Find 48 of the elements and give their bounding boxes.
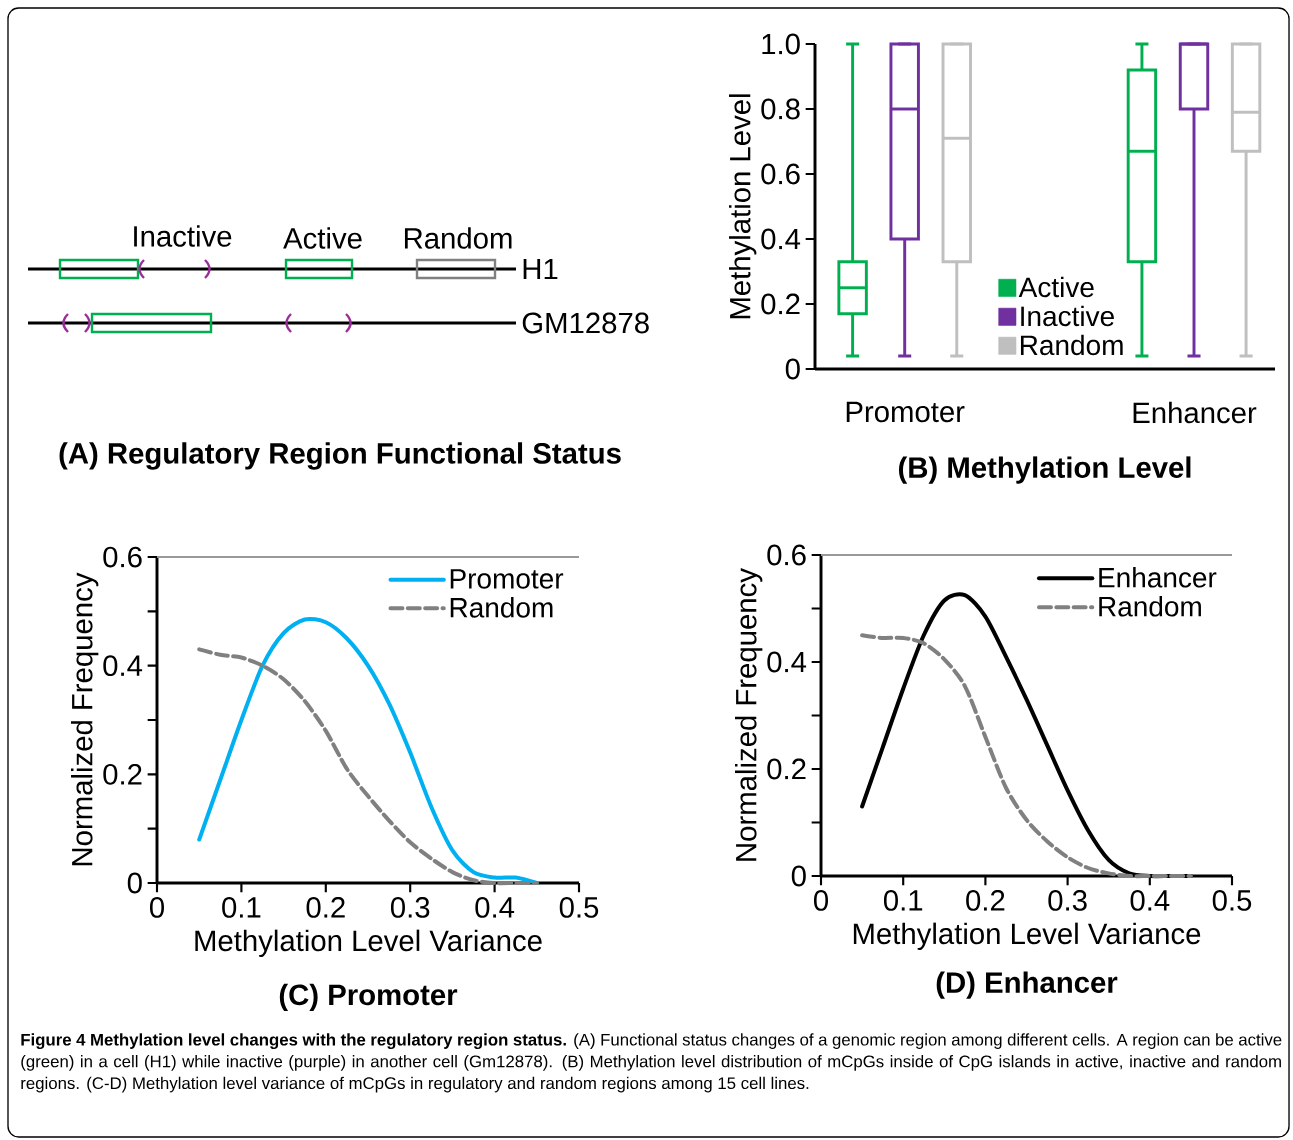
legend-label: Random: [1099, 596, 1201, 617]
text: (C) Promoter: [279, 983, 458, 1012]
x-tick-label: 0.4: [1130, 890, 1170, 911]
legend-label: Random: [1020, 334, 1123, 356]
legend-label: Promoter: [450, 569, 564, 589]
y-tick-label: 0: [127, 872, 142, 894]
y-tick-label: 0.6: [103, 546, 142, 568]
x-axis-title: Methylation Level Variance: [195, 929, 542, 957]
text: Active: [283, 227, 362, 249]
x-tick-label: 0: [814, 890, 829, 911]
y-axis-title: Normalized Frequency: [735, 568, 763, 861]
text: Random: [404, 227, 512, 249]
text: H1: [523, 258, 558, 280]
y-tick-label: 0.6: [767, 544, 806, 566]
text: (D) Enhancer: [936, 971, 1118, 999]
y-tick-label: 0.4: [767, 651, 807, 673]
text: (B) Methylation Level: [898, 456, 1191, 484]
y-tick-label: 0.2: [767, 758, 806, 780]
x-tick-label: 0.5: [1212, 890, 1252, 911]
x-tick-label: 0.3: [1048, 890, 1087, 911]
x-tick-label: 0.4: [475, 897, 515, 918]
x-tick-label: 0: [149, 897, 164, 918]
x-tick-label: 0.2: [966, 890, 1005, 911]
y-tick-label: 0.8: [761, 98, 800, 120]
y-tick-label: 0: [785, 358, 800, 380]
text: Inactive: [134, 225, 232, 247]
y-axis-title: Methylation Level: [729, 94, 757, 319]
y-tick-label: 0.6: [761, 163, 800, 185]
y-tick-label: 1.0: [762, 33, 800, 55]
x-tick-label: 0.1: [883, 890, 923, 911]
text: GM12878: [522, 312, 649, 334]
legend-label: Random: [450, 597, 553, 618]
y-tick-label: 0: [791, 865, 806, 887]
text: Figure 4 Methylation level changes with the regulatory region status. (A) Functional status changes of a genomic region among different cells. A region can be active (green) in a cell (H1) while inactive (purple) in another cell (Gm12878). (B) Methylation level distribution of mCpGs inside of CpG islands in active, inactive and random regions. (C-D) Methylation level variance of mCpGs in regulatory and random regions among 15 cell lines.: [21, 1033, 1282, 1093]
x-tick-label: 0.3: [390, 897, 430, 918]
y-tick-label: 0.4: [103, 655, 143, 677]
legend-label: Enhancer: [1099, 567, 1217, 588]
text: (A) Regulatory Region Functional Status: [59, 442, 621, 470]
x-tick-label: 0.2: [306, 897, 345, 918]
y-axis-title: Normalized Frequency: [71, 572, 99, 866]
y-tick-label: 0.2: [103, 763, 142, 785]
y-tick-label: 0.2: [761, 293, 800, 315]
x-tick-label: 0.1: [222, 897, 261, 918]
x-axis-title: Methylation Level Variance: [853, 922, 1201, 950]
legend-label: Inactive: [1021, 305, 1114, 327]
x-tick-label: 0.5: [559, 897, 599, 918]
y-tick-label: 0.4: [761, 228, 801, 250]
legend-label: Active: [1018, 276, 1094, 298]
